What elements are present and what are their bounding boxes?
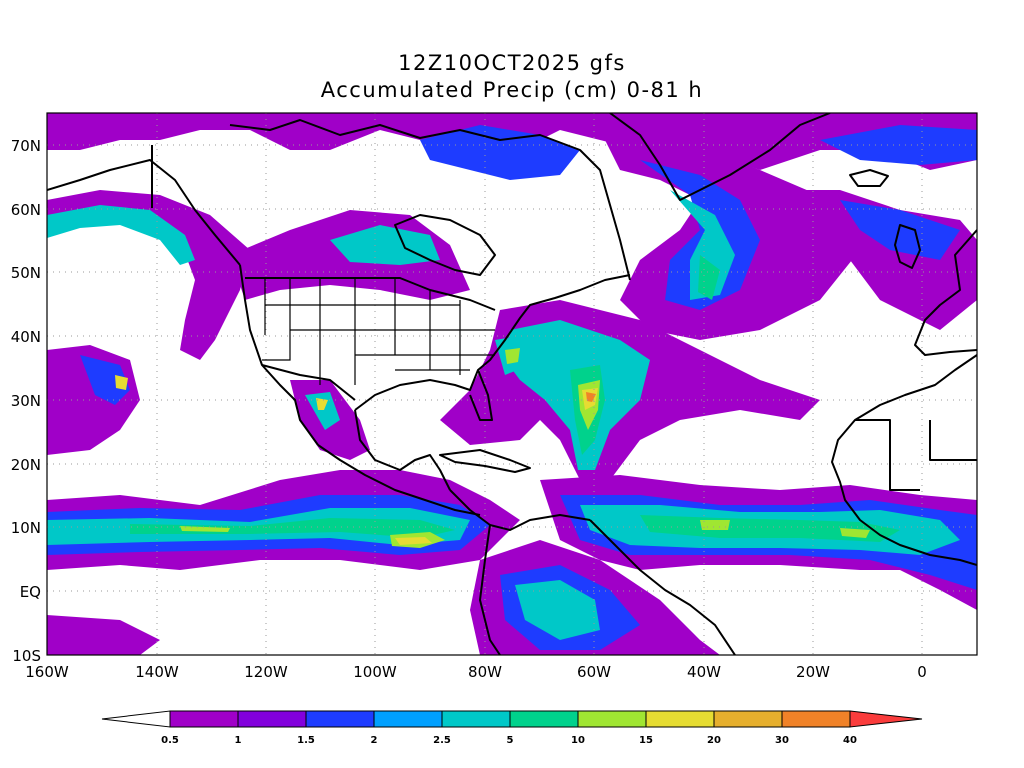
coastline-gulf [354, 274, 631, 411]
colorbar-swatch-2 [237, 710, 307, 728]
lat-label-10n: 10N [11, 519, 41, 537]
precip-region-mexico-cyan [305, 392, 340, 430]
colorbar-label-0-5: 0.5 [161, 735, 179, 746]
colorbar-swatch-1 [169, 710, 239, 728]
colorbar-swatch-10 [781, 710, 851, 728]
coastline-mexico-east [354, 409, 451, 491]
lat-label-50n: 50N [11, 264, 41, 282]
colorbar-swatch-4 [373, 710, 443, 728]
lon-label-0: 0 [917, 663, 927, 681]
colorbar-low-arrow [101, 710, 171, 728]
state-boundaries [262, 278, 495, 385]
colorbar-swatch-7 [577, 710, 647, 728]
precip-region-ne-pacific-cyan [47, 205, 195, 265]
figure-title-line2: Accumulated Precip (cm) 0-81 h [321, 78, 704, 102]
colorbar: 0.5 1 1.5 2 2.5 5 10 15 20 30 40 [101, 710, 923, 746]
coastline-europe [914, 229, 977, 356]
precip-region-arctic-blue [420, 125, 580, 180]
precip-region-itcz-pacific-green [130, 518, 455, 538]
colorbar-label-10: 10 [571, 735, 585, 746]
colorbar-label-40: 40 [843, 735, 857, 746]
coastline-west-us [239, 264, 319, 446]
coastline-central-america [449, 489, 591, 531]
lon-label-100w: 100W [353, 663, 397, 681]
lat-label-70n: 70N [11, 137, 41, 155]
colorbar-label-15: 15 [639, 735, 653, 746]
precip-region-n-atlantic-green [698, 255, 720, 300]
precip-field [47, 113, 977, 655]
lon-label-40w: 40W [687, 663, 721, 681]
lon-label-80w: 80W [468, 663, 502, 681]
precip-region-itcz-pacific-yellow [395, 537, 432, 545]
precip-region-n-atlantic-east-blue [840, 200, 960, 260]
precip-region-s-pacific [47, 615, 160, 655]
colorbar-label-30: 30 [775, 735, 789, 746]
colorbar-label-2-5: 2.5 [433, 735, 451, 746]
map-gridlines [47, 113, 977, 655]
lat-label-10s: 10S [12, 647, 41, 665]
coastline-canada-arctic [229, 119, 631, 281]
precip-region-se-coast-lime [505, 348, 520, 364]
coastline-alaska [47, 159, 241, 266]
border-africa-interior [855, 419, 977, 491]
map-plot-area [47, 113, 977, 655]
colorbar-label-1: 1 [235, 735, 242, 746]
lat-label-60n: 60N [11, 201, 41, 219]
lon-label-20w: 20W [796, 663, 830, 681]
coastline-africa [831, 354, 977, 566]
coastline-florida [469, 369, 493, 421]
precip-region-ne-pacific-arc [47, 190, 250, 360]
lat-label-eq: EQ [20, 583, 41, 601]
map-frame [46, 112, 978, 656]
coastline-mexico-west [317, 444, 481, 516]
border-us-mexico [261, 364, 356, 401]
precip-region-n-atlantic-blue [640, 160, 760, 310]
lon-label-60w: 60W [577, 663, 611, 681]
precip-region-mexico-yellow [316, 398, 328, 410]
colorbar-label-5: 5 [507, 735, 514, 746]
lon-label-140w: 140W [135, 663, 179, 681]
precip-region-subtropical-pacific-blue [80, 355, 130, 405]
lat-label-40n: 40N [11, 328, 41, 346]
coastline-cuba [439, 449, 531, 473]
lon-label-160w: 160W [25, 663, 69, 681]
lon-label-120w: 120W [244, 663, 288, 681]
coastline-hudson-bay [394, 214, 496, 276]
colorbar-high-arrow [849, 710, 923, 728]
longitude-axis-labels: 160W 140W 120W 100W 80W 60W 40W 20W 0 [25, 663, 927, 681]
colorbar-swatch-5 [441, 710, 511, 728]
lat-label-20n: 20N [11, 456, 41, 474]
colorbar-label-2: 2 [371, 735, 378, 746]
latitude-axis-labels: 70N 60N 50N 40N 30N 20N 10N EQ 10S [11, 137, 41, 665]
precip-region-itcz-pacific-lime [180, 526, 445, 548]
figure-title-line1: 12Z10OCT2025 gfs [398, 51, 626, 75]
precip-region-w-canada-cyan [330, 225, 440, 265]
coastline-greenland [609, 113, 831, 201]
precip-region-s-america-cyan [515, 580, 600, 640]
precip-region-arctic-blue2 [820, 125, 977, 165]
precip-region-itcz-atlantic-lime [700, 520, 870, 538]
colorbar-swatch-9 [713, 710, 783, 728]
coastlines [47, 113, 977, 655]
coastline-iceland [849, 169, 889, 187]
coastline-uk [894, 224, 921, 269]
colorbar-label-20: 20 [707, 735, 721, 746]
colorbar-swatch-6 [509, 710, 579, 728]
colorbar-label-1-5: 1.5 [297, 735, 315, 746]
colorbar-swatch-8 [645, 710, 715, 728]
colorbar-swatch-3 [305, 710, 375, 728]
precip-region-subtropical-pacific-yellow [115, 375, 128, 390]
precip-region-atlantic-trough-orange [586, 392, 596, 402]
coastline-south-america [479, 519, 736, 655]
lat-label-30n: 30N [11, 392, 41, 410]
